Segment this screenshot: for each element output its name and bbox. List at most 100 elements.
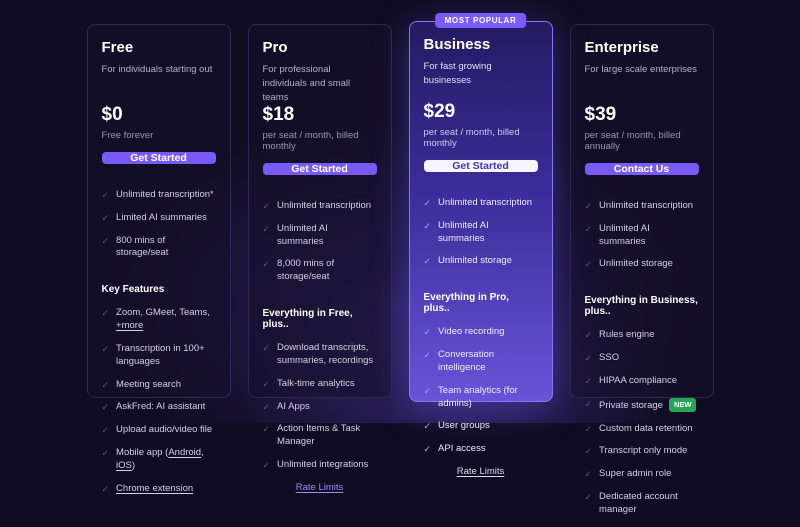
feature-text: Zoom, GMeet, Teams, +more — [116, 307, 215, 333]
feature-link[interactable]: +more — [116, 320, 144, 332]
pricing-cards-row: Free For individuals starting out $0 Fre… — [86, 13, 714, 515]
check-icon: ✓ — [262, 223, 271, 234]
feature-text: Unlimited AI summaries — [438, 220, 537, 246]
feature-text-segment: User groups — [438, 420, 490, 432]
feature-text: Talk-time analytics — [277, 378, 355, 391]
feature-text: Transcription in 100+ languages — [116, 343, 215, 369]
check-icon: ✓ — [584, 491, 593, 502]
plan-description: For individuals starting out — [101, 64, 213, 75]
feature-text: Unlimited integrations — [277, 459, 368, 472]
feature-text: Upload audio/video file — [116, 424, 212, 437]
feature-item: ✓ Upload audio/video file — [102, 424, 216, 437]
feature-text: 8,000 mins of storage/seat — [277, 258, 376, 284]
check-icon: ✓ — [584, 353, 593, 364]
feature-text-segment: Conversation intelligence — [438, 349, 495, 373]
feature-text: Unlimited storage — [438, 255, 512, 268]
feature-link[interactable]: Chrome extension — [116, 482, 194, 494]
cta-button[interactable]: Get Started — [101, 152, 216, 164]
feature-item: ✓ Unlimited storage — [585, 258, 699, 271]
plan-name: Business — [423, 36, 491, 53]
plan-price: $29 — [423, 101, 456, 122]
feature-text-segment: Unlimited transcription* — [116, 189, 214, 200]
plan-name: Pro — [262, 39, 288, 56]
feature-text-segment: Limited AI summaries — [116, 211, 207, 223]
feature-text: Team analytics (for admins) — [438, 385, 537, 411]
feature-item: ✓ Download transcripts, summaries, record… — [263, 342, 377, 368]
feature-text-segment: Private storage — [599, 399, 663, 411]
feature-item: ✓ Unlimited transcription — [424, 197, 538, 210]
check-icon: ✓ — [423, 350, 432, 361]
feature-text-segment: Unlimited transcription — [277, 200, 372, 211]
feature-text: Unlimited transcription — [438, 197, 532, 210]
feature-link[interactable]: Android — [168, 446, 202, 458]
feature-text: Unlimited storage — [599, 258, 673, 271]
rate-limits-link[interactable]: Rate Limits — [456, 465, 505, 477]
feature-item: ✓ Dedicated account manager — [585, 491, 699, 517]
feature-text-segment: Super admin role — [599, 468, 672, 480]
feature-text-segment: API access — [438, 443, 486, 455]
feature-text: Dedicated account manager — [599, 491, 698, 517]
extra-feature-list: ✓ Rules engine ✓ SSO ✓ HIPAA compliance ✓ Priva… — [585, 329, 699, 526]
feature-link[interactable]: iOS — [116, 459, 132, 471]
feature-text: HIPAA compliance — [599, 375, 677, 388]
feature-item: ✓ AskFred: AI assistant — [102, 401, 216, 414]
feature-text-segment: Transcript only mode — [599, 445, 688, 457]
feature-text-segment: Upload audio/video file — [116, 424, 213, 436]
feature-text-segment: AI Apps — [277, 400, 310, 412]
cta-button[interactable]: Get Started — [262, 163, 377, 175]
feature-item: ✓ Team analytics (for admins) — [424, 385, 538, 411]
check-icon: ✓ — [101, 308, 110, 319]
feature-item: ✓ Unlimited transcription — [585, 200, 699, 213]
feature-text-segment: Action Items & Task Manager — [277, 423, 361, 448]
check-icon: ✓ — [584, 446, 593, 457]
feature-text: Conversation intelligence — [438, 349, 537, 375]
feature-text-segment: , — [201, 446, 204, 458]
feature-item: ✓ Limited AI summaries — [102, 212, 216, 225]
check-icon: ✓ — [423, 256, 432, 267]
cta-button[interactable]: Contact Us — [584, 163, 699, 175]
feature-text-segment: Transcription in 100+ languages — [116, 342, 205, 367]
feature-text-segment: Talk-time analytics — [277, 377, 355, 389]
feature-section-header: Everything in Pro, plus.. — [423, 292, 510, 315]
base-feature-list: ✓ Unlimited transcription ✓ Unlimited AI su… — [585, 200, 699, 281]
feature-text: Mobile app (Android, iOS) — [116, 447, 215, 473]
feature-section-header: Everything in Business, plus.. — [584, 295, 698, 318]
feature-text: Unlimited transcription — [599, 200, 693, 213]
check-icon: ✓ — [584, 375, 593, 386]
feature-text-segment: Unlimited transcription — [599, 200, 694, 211]
feature-text: Chrome extension — [116, 483, 193, 496]
feature-text: AI Apps — [277, 401, 310, 414]
check-icon: ✓ — [262, 259, 271, 270]
feature-text: Custom data retention — [599, 423, 692, 436]
pricing-card-pro: Pro For professional individuals and sma… — [247, 24, 392, 493]
feature-text: User groups — [438, 420, 490, 433]
check-icon: ✓ — [101, 343, 110, 354]
base-feature-list: ✓ Unlimited transcription ✓ Unlimited AI su… — [424, 197, 538, 278]
check-icon: ✓ — [423, 220, 432, 231]
feature-text-segment: Unlimited AI summaries — [599, 222, 650, 247]
plan-price: $18 — [262, 104, 295, 125]
feature-text: Unlimited AI summaries — [277, 223, 376, 249]
plan-name: Enterprise — [584, 39, 659, 56]
feature-text-segment: Unlimited transcription — [438, 197, 533, 208]
feature-text-segment: AskFred: AI assistant — [116, 401, 206, 413]
feature-item: ✓ Unlimited transcription — [263, 200, 377, 213]
extra-feature-list: ✓ Zoom, GMeet, Teams, +more ✓ Transcription… — [102, 307, 216, 505]
feature-section-header: Everything in Free, plus.. — [262, 308, 353, 331]
plan-description: For fast growing businesses — [423, 61, 492, 86]
cta-button[interactable]: Get Started — [423, 160, 538, 172]
check-icon: ✓ — [262, 343, 271, 354]
extra-feature-list: ✓ Video recording ✓ Conversation intelligen… — [424, 326, 538, 466]
check-icon: ✓ — [101, 190, 110, 200]
feature-text: SSO — [599, 352, 619, 365]
rate-limits-link[interactable]: Rate Limits — [295, 481, 344, 493]
feature-item: ✓ Video recording — [424, 326, 538, 339]
feature-item: ✓ HIPAA compliance — [585, 375, 699, 388]
feature-item: ✓ Conversation intelligence — [424, 349, 538, 375]
feature-item: ✓ AI Apps — [263, 401, 377, 414]
feature-text-segment: SSO — [599, 352, 620, 364]
most-popular-badge: MOST POPULAR — [434, 13, 527, 28]
check-icon: ✓ — [584, 223, 593, 234]
check-icon: ✓ — [262, 424, 271, 435]
feature-item: ✓ 8,000 mins of storage/seat — [263, 258, 377, 284]
